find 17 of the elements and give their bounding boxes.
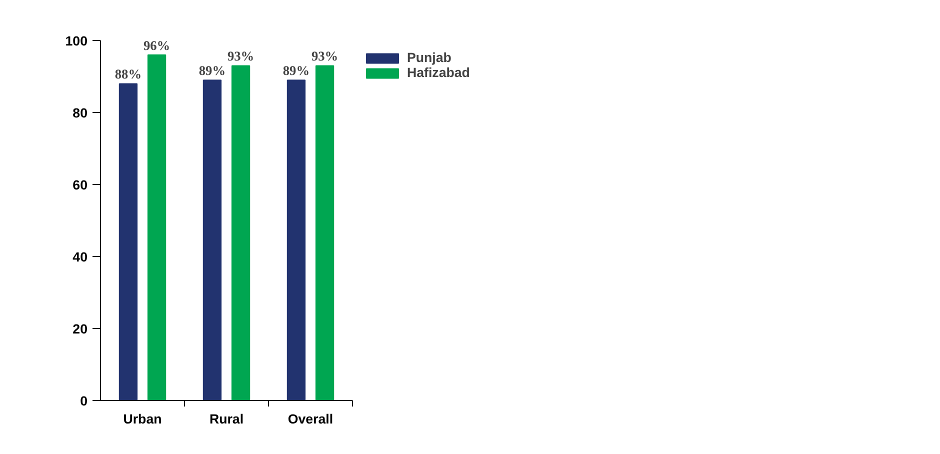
y-tick-label: 20	[72, 322, 88, 336]
legend-label: Hafizabad	[407, 65, 470, 80]
y-tick-label: 100	[65, 34, 88, 48]
legend-label: Punjab	[407, 50, 452, 65]
data-label: 89%	[198, 63, 226, 78]
y-tick-label: 80	[72, 106, 88, 120]
x-tick-label: Rural	[209, 412, 244, 426]
y-tick-label: 0	[80, 394, 88, 408]
x-tick-label: Overall	[288, 412, 334, 426]
y-tick-label: 60	[72, 178, 88, 192]
data-label: 93%	[227, 48, 254, 64]
x-tick-label: Urban	[123, 412, 162, 426]
data-label: 88%	[114, 66, 142, 82]
data-label: 89%	[282, 63, 310, 78]
y-tick-label: 40	[72, 250, 88, 264]
data-label: 96%	[143, 38, 170, 53]
data-label: 93%	[311, 48, 338, 64]
